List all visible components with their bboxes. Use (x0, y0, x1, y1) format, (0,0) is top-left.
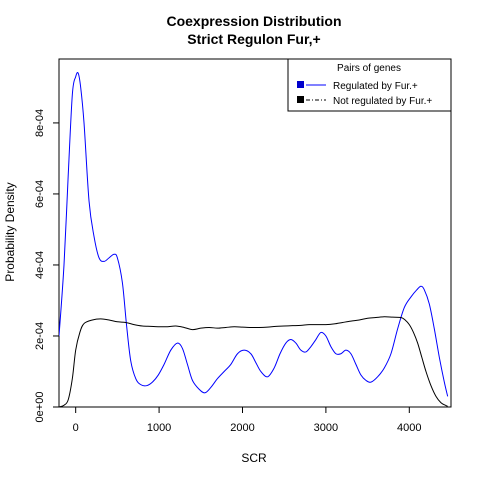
legend-entries: Regulated by Fur.+ Not regulated by Fur.+ (297, 81, 432, 107)
legend: Pairs of genes Regulated by Fur.+ Not reg… (287, 58, 452, 112)
series-regulated-line (59, 72, 449, 397)
y-axis-label: Probability Density (3, 182, 17, 281)
legend-swatch (297, 96, 304, 103)
x-tick-label: 3000 (314, 422, 338, 434)
x-tick-label: 2000 (230, 422, 254, 434)
series-not-regulated-line (59, 316, 448, 407)
legend-swatch (297, 81, 304, 88)
legend-entry-regulated: Regulated by Fur.+ (297, 81, 418, 92)
y-axis: 0e+00 2e-04 4e-04 6e-04 8e-04 (34, 109, 59, 423)
series-layer (59, 72, 449, 407)
x-tick-label: 4000 (397, 422, 421, 434)
plot-frame (58, 58, 452, 408)
chart-title: Coexpression Distribution (166, 13, 341, 29)
x-tick-label: 0 (73, 422, 79, 434)
legend-entry-not-regulated: Not regulated by Fur.+ (297, 96, 432, 107)
y-tick-label: 4e-04 (34, 251, 46, 279)
chart-subtitle: Strict Regulon Fur,+ (187, 31, 320, 47)
y-tick-label: 6e-04 (34, 180, 46, 208)
legend-label: Not regulated by Fur.+ (333, 96, 432, 107)
legend-title: Pairs of genes (337, 63, 401, 74)
x-axis: 0 1000 2000 3000 4000 (73, 407, 422, 434)
x-axis-label: SCR (241, 451, 267, 465)
y-tick-label: 2e-04 (34, 322, 46, 350)
x-tick-label: 1000 (147, 422, 171, 434)
legend-label: Regulated by Fur.+ (333, 81, 418, 92)
y-tick-label: 8e-04 (34, 109, 46, 137)
y-tick-label: 0e+00 (34, 392, 46, 423)
